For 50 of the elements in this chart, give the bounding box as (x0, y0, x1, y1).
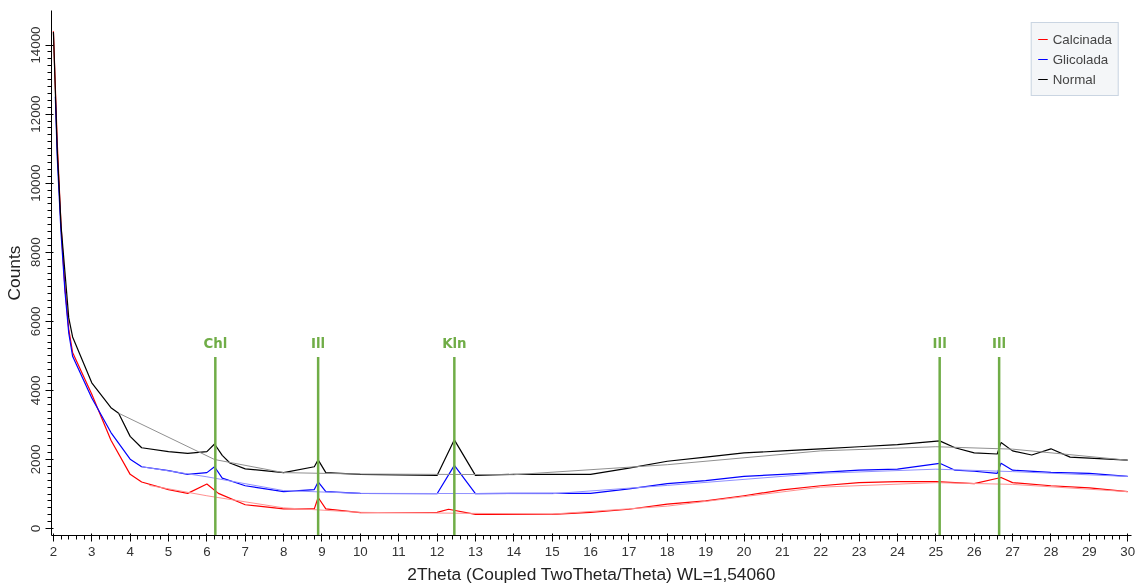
ref-line-label: Chl (203, 335, 228, 351)
x-tick-label: 10 (352, 543, 368, 559)
x-tick-label: 26 (966, 543, 982, 559)
legend-label: Normal (1052, 71, 1096, 87)
x-tick-label: 17 (621, 543, 637, 559)
y-tick-label: 10000 (28, 164, 44, 202)
x-tick-label: 9 (318, 543, 326, 559)
y-tick-label: 8000 (28, 237, 44, 268)
line-series (148, 482, 1129, 515)
legend-label: Glicolada (1052, 51, 1109, 67)
x-tick-label: 11 (391, 543, 406, 559)
x-tick-label: 30 (1120, 543, 1136, 559)
x-tick-label: 21 (774, 543, 790, 559)
ref-line-label: Ill (311, 335, 326, 351)
legend-label: Calcinada (1052, 31, 1112, 47)
x-tick-label: 12 (429, 543, 445, 559)
line-series (141, 466, 1129, 495)
x-tick-label: 16 (583, 543, 598, 559)
x-tick-label: 19 (698, 543, 714, 559)
y-tick-label: 4000 (28, 375, 44, 406)
x-tick-label: 15 (544, 543, 560, 559)
x-tick-label: 18 (659, 543, 675, 559)
y-tick-label: 2000 (28, 444, 44, 475)
x-tick-label: 24 (890, 543, 906, 559)
x-tick-label: 4 (126, 543, 135, 559)
y-axis-title: Counts (3, 245, 24, 301)
y-tick-label: 0 (28, 524, 44, 533)
x-tick-label: 28 (1043, 543, 1059, 559)
x-tick-label: 3 (88, 543, 96, 559)
y-tick-label: 14000 (28, 26, 44, 64)
x-tick-label: 8 (279, 543, 288, 559)
y-tick-label: 12000 (28, 95, 44, 133)
ref-line-label: Ill (932, 335, 947, 351)
ref-line-label: Kln (442, 335, 467, 351)
x-tick-label: 25 (928, 543, 944, 559)
x-tick-label: 23 (851, 543, 867, 559)
x-tick-label: 14 (506, 543, 522, 559)
y-tick-label: 6000 (28, 306, 44, 337)
x-axis-title: 2Theta (Coupled TwoTheta/Theta) WL=1,54060 (407, 563, 776, 584)
x-tick-label: 2 (49, 543, 58, 559)
x-tick-label: 29 (1081, 543, 1097, 559)
x-tick-label: 20 (736, 543, 752, 559)
x-tick-label: 27 (1005, 543, 1020, 559)
line-series (118, 412, 1129, 476)
x-tick-label: 22 (813, 543, 829, 559)
x-tick-label: 6 (203, 543, 211, 559)
x-tick-label: 7 (241, 543, 249, 559)
ref-line-label: Ill (992, 335, 1007, 351)
x-tick-label: 5 (164, 543, 173, 559)
x-tick-label: 13 (468, 543, 483, 559)
